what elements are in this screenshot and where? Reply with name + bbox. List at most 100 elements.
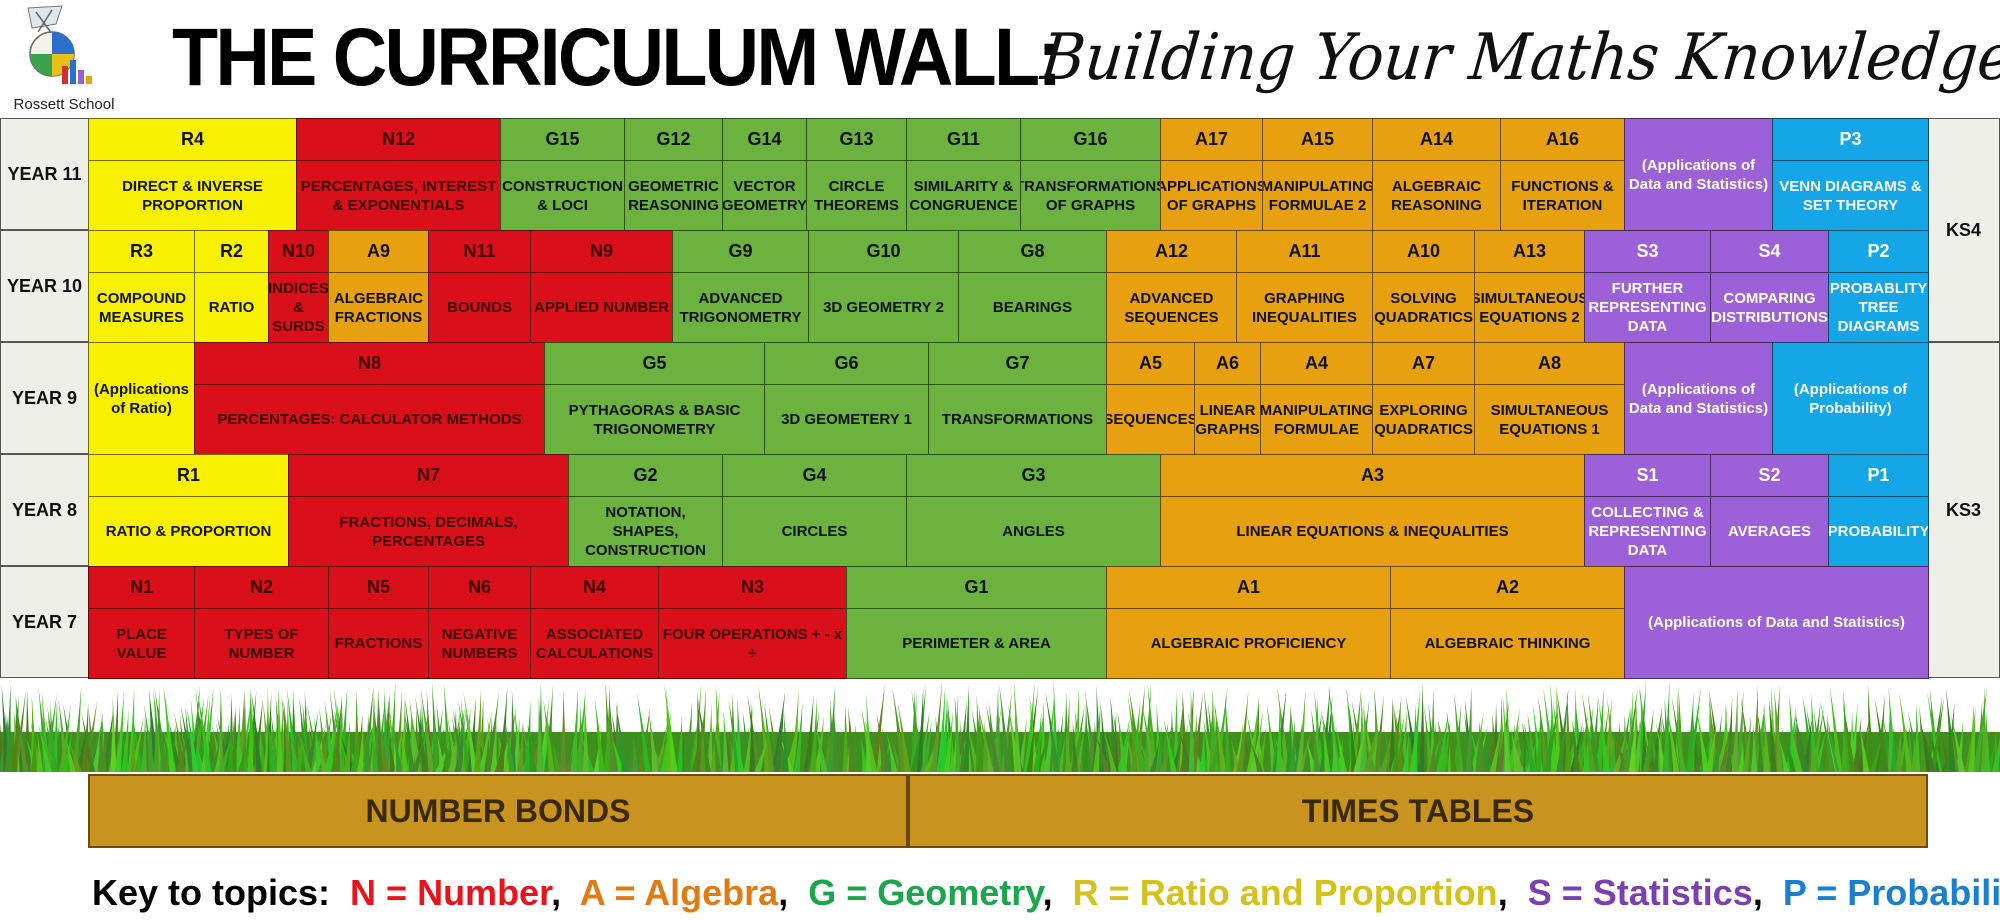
topic-code-n7: N7 <box>288 454 569 497</box>
topic-code-a13: A13 <box>1474 230 1585 273</box>
curriculum-wall: YEAR 11 YEAR 10 YEAR 9 YEAR 8 YEAR 7 KS4 KS3 R4… <box>0 118 2000 680</box>
topic-code-g2: G2 <box>568 454 723 497</box>
key-algebra: A = Algebra <box>579 872 779 913</box>
topic-code-a6: A6 <box>1194 342 1261 385</box>
topic-g1: PERIMETER & AREA <box>846 608 1107 679</box>
topic-code-a2: A2 <box>1390 566 1625 609</box>
topic-code-a16: A16 <box>1500 118 1625 161</box>
topic-n8: PERCENTAGES: CALCULATOR METHODS <box>194 384 545 455</box>
topic-applications-year9-10: (Applications of Data and Statistics) <box>1624 342 1773 455</box>
topic-applications-year11-12: (Applications of Data and Statistics) <box>1624 118 1773 231</box>
topic-a13: SIMULTANEOUS EQUATIONS 2 <box>1474 272 1585 343</box>
topic-n11: BOUNDS <box>428 272 531 343</box>
topic-code-a1: A1 <box>1106 566 1391 609</box>
topic-g14: VECTOR GEOMETRY <box>722 160 807 231</box>
topic-code-a7: A7 <box>1372 342 1475 385</box>
header: Rossett School THE CURRICULUM WALL: Buil… <box>0 0 2000 118</box>
topic-a10: SOLVING QUADRATICS <box>1372 272 1475 343</box>
topic-code-n2: N2 <box>194 566 329 609</box>
topic-code-g11: G11 <box>906 118 1021 161</box>
topic-code-p2: P2 <box>1828 230 1929 273</box>
topic-g9: ADVANCED TRIGONOMETRY <box>672 272 809 343</box>
key-probability: P = Probability <box>1782 872 2000 913</box>
topic-a2: ALGEBRAIC THINKING <box>1390 608 1625 679</box>
topic-a5: SEQUENCES <box>1106 384 1195 455</box>
topic-r1: RATIO & PROPORTION <box>88 496 289 567</box>
topic-n6: NEGATIVE NUMBERS <box>428 608 531 679</box>
topic-n5: FRACTIONS <box>328 608 429 679</box>
topic-code-p3: P3 <box>1772 118 1929 161</box>
topic-code-n9: N9 <box>530 230 673 273</box>
foundation-number-bonds: NUMBER BONDS <box>88 774 908 848</box>
topic-code-g4: G4 <box>722 454 907 497</box>
key-number: N = Number <box>350 872 552 913</box>
topic-code-g13: G13 <box>806 118 907 161</box>
key-ratio: R = Ratio and Proportion <box>1072 872 1498 913</box>
topic-n12: PERCENTAGES, INTEREST & EXPONENTIALS <box>296 160 501 231</box>
topic-n10: INDICES & SURDS <box>268 272 329 343</box>
topic-r4: DIRECT & INVERSE PROPORTION <box>88 160 297 231</box>
topic-code-g6: G6 <box>764 342 929 385</box>
topic-code-a17: A17 <box>1160 118 1263 161</box>
topic-code-s4: S4 <box>1710 230 1829 273</box>
topic-a16: FUNCTIONS & ITERATION <box>1500 160 1625 231</box>
topic-code-g7: G7 <box>928 342 1107 385</box>
foundation-row: NUMBER BONDS TIMES TABLES <box>88 774 1928 848</box>
topic-a8: SIMULTANEOUS EQUATIONS 1 <box>1474 384 1625 455</box>
topic-code-g3: G3 <box>906 454 1161 497</box>
year-label-9: YEAR 9 <box>0 342 89 454</box>
topic-code-n11: N11 <box>428 230 531 273</box>
topic-applications-year9-11: (Applications of Probability) <box>1772 342 1929 455</box>
topic-a15: MANIPULATING FORMULAE 2 <box>1262 160 1373 231</box>
topic-s3: FURTHER REPRESENTING DATA <box>1584 272 1711 343</box>
topic-code-s1: S1 <box>1584 454 1711 497</box>
topic-code-a5: A5 <box>1106 342 1195 385</box>
topic-code-g14: G14 <box>722 118 807 161</box>
topic-a14: ALGEBRAIC REASONING <box>1372 160 1501 231</box>
topic-n4: ASSOCIATED CALCULATIONS <box>530 608 659 679</box>
topic-n9: APPLIED NUMBER <box>530 272 673 343</box>
topic-code-g8: G8 <box>958 230 1107 273</box>
topic-code-g1: G1 <box>846 566 1107 609</box>
topic-a3: LINEAR EQUATIONS & INEQUALITIES <box>1160 496 1585 567</box>
school-name: Rossett School <box>13 96 115 113</box>
key-statistics: S = Statistics <box>1527 872 1753 913</box>
key-label: Key to topics: <box>92 872 331 913</box>
topic-code-r3: R3 <box>88 230 195 273</box>
topic-applications-year9-0: (Applications of Ratio) <box>88 342 195 455</box>
topic-s1: COLLECTING & REPRESENTING DATA <box>1584 496 1711 567</box>
topic-a4: MANIPULATING FORMULAE <box>1260 384 1373 455</box>
topic-p1: PROBABILITY <box>1828 496 1929 567</box>
topic-code-g16: G16 <box>1020 118 1161 161</box>
topic-g2: NOTATION, SHAPES, CONSTRUCTION <box>568 496 723 567</box>
topic-code-a12: A12 <box>1106 230 1237 273</box>
topic-code-n3: N3 <box>658 566 847 609</box>
topic-a9: ALGEBRAIC FRACTIONS <box>328 272 429 343</box>
year-label-8: YEAR 8 <box>0 454 89 566</box>
topic-a1: ALGEBRAIC PROFICIENCY <box>1106 608 1391 679</box>
topic-code-g15: G15 <box>500 118 625 161</box>
topic-n1: PLACE VALUE <box>88 608 195 679</box>
topic-code-g5: G5 <box>544 342 765 385</box>
key-stage-3: KS3 <box>1927 342 2000 678</box>
topic-code-a14: A14 <box>1372 118 1501 161</box>
page-title: THE CURRICULUM WALL: <box>172 12 1062 103</box>
topic-key: Key to topics: N = Number, A = Algebra, … <box>92 870 2000 916</box>
topic-code-s3: S3 <box>1584 230 1711 273</box>
topic-code-a4: A4 <box>1260 342 1373 385</box>
topic-code-n1: N1 <box>88 566 195 609</box>
topic-g16: TRANSFORMATIONS OF GRAPHS <box>1020 160 1161 231</box>
page-subtitle: Building Your Maths Knowledge <box>1037 21 2000 95</box>
topic-s2: AVERAGES <box>1710 496 1829 567</box>
topic-g15: CONSTRUCTION & LOCI <box>500 160 625 231</box>
topic-a11: GRAPHING INEQUALITIES <box>1236 272 1373 343</box>
topic-g11: SIMILARITY & CONGRUENCE <box>906 160 1021 231</box>
topic-n2: TYPES OF NUMBER <box>194 608 329 679</box>
topic-code-a9: A9 <box>328 230 429 273</box>
topic-applications-year7-9: (Applications of Data and Statistics) <box>1624 566 1929 679</box>
topic-g5: PYTHAGORAS & BASIC TRIGONOMETRY <box>544 384 765 455</box>
year-label-7: YEAR 7 <box>0 566 89 678</box>
topic-r2: RATIO <box>194 272 269 343</box>
year-label-10: YEAR 10 <box>0 230 89 342</box>
topic-code-n10: N10 <box>268 230 329 273</box>
